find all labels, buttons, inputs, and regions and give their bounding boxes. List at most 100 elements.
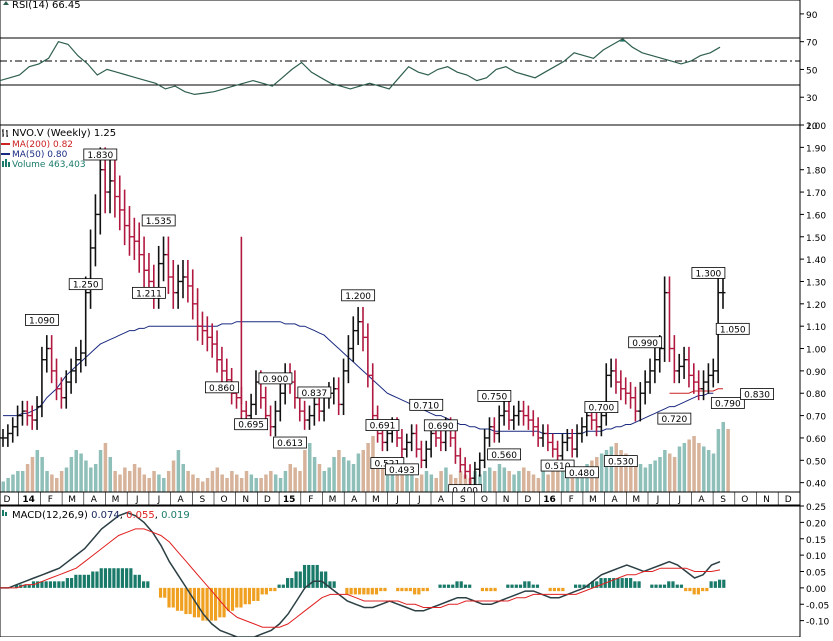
ohlc-bar <box>68 358 74 394</box>
ohlc-bar <box>63 370 69 409</box>
ohlc-bar <box>195 288 201 341</box>
macd-hist-bar <box>688 587 692 592</box>
volume-bar <box>327 467 331 492</box>
annotation-text: 0.700 <box>588 404 614 414</box>
volume-bar <box>6 478 10 492</box>
ohlc-bar <box>29 405 35 430</box>
volume-bar <box>69 457 74 492</box>
macd-hist-bar <box>86 574 91 588</box>
x-tick-label: D <box>785 495 792 505</box>
macd-hist-bar <box>273 587 277 592</box>
price-annotation: 1.300 <box>691 267 726 279</box>
x-tick-label: A <box>612 495 619 505</box>
annotation-text: 1.300 <box>696 269 722 279</box>
macd-hist-bar <box>616 578 620 588</box>
volume-bar <box>487 467 492 492</box>
ohlc-bar <box>311 393 317 426</box>
macd-hist-bar <box>413 587 417 595</box>
ohlc-bar <box>506 400 512 430</box>
price-annotation: 0.690 <box>423 419 458 432</box>
ohlc-bar <box>268 405 274 437</box>
volume-legend-icon <box>2 161 4 167</box>
volume-bar <box>565 474 570 492</box>
price-annotation: 0.720 <box>657 412 692 425</box>
price-annotation: 0.700 <box>584 401 619 414</box>
macd-hist-bar <box>146 581 150 588</box>
macd-hist-bar <box>595 581 599 588</box>
annotation-text: 0.900 <box>263 375 289 385</box>
volume-bar <box>380 467 385 492</box>
macd-hist-bar <box>548 587 552 592</box>
ohlc-bar <box>501 400 507 426</box>
macd-hist-bar <box>463 584 468 588</box>
price-annotation: 1.250 <box>68 278 103 291</box>
volume-bar <box>118 474 122 492</box>
price-tick-label: 1.30 <box>806 278 826 288</box>
x-tick-label: D <box>4 495 11 505</box>
ohlc-bar <box>559 433 565 464</box>
macd-hist-bar <box>230 587 235 611</box>
macd-hist-bar <box>552 587 556 592</box>
macd-hist-bar <box>27 584 31 588</box>
rsi-frame <box>0 0 801 126</box>
ohlc-bar <box>112 159 118 218</box>
ohlc-bar <box>350 316 356 362</box>
ohlc-bar <box>219 346 225 384</box>
ohlc-bar <box>618 370 624 401</box>
volume-bar <box>332 457 336 492</box>
ohlc-bar <box>190 269 196 320</box>
price-tick-label: 1.80 <box>806 167 826 177</box>
macd-tick-label: -0.10 <box>806 618 830 628</box>
ohlc-bar <box>175 264 181 309</box>
x-tick-label: N <box>503 495 510 505</box>
volume-bar <box>502 467 507 492</box>
annotation-text: 0.560 <box>491 451 517 461</box>
price-annotation: 0.695 <box>234 418 269 431</box>
x-tick-label: M <box>68 495 76 505</box>
price-annotation: 0.493 <box>385 463 419 476</box>
volume-bar <box>113 471 117 492</box>
macd-signal-line <box>0 528 721 628</box>
annotation-box <box>132 286 166 299</box>
price-tick-label: 0.70 <box>806 413 826 423</box>
ohlc-bar <box>637 382 643 422</box>
annotation-box <box>540 459 575 472</box>
macd-hist-bar <box>531 584 535 588</box>
volume-bar <box>682 443 687 492</box>
annotation-text: 0.860 <box>209 384 235 394</box>
annotation-box <box>234 418 269 431</box>
ohlc-bar <box>122 189 128 246</box>
macd-hist-bar <box>370 587 374 595</box>
price-annotation: 0.480 <box>565 466 599 479</box>
x-tick-label: 14 <box>22 495 35 505</box>
ohlc-bar <box>628 382 634 409</box>
macd-hist-bar <box>65 578 69 588</box>
macd-hist-bar <box>116 568 120 588</box>
ohlc-bar <box>452 429 458 464</box>
annotation-text: 0.530 <box>608 458 634 468</box>
annotation-box <box>205 381 239 394</box>
ohlc-bar <box>141 236 147 288</box>
ma200-line <box>669 388 723 394</box>
macd-hist-bar <box>379 587 383 592</box>
ohlc-bar <box>24 400 30 426</box>
macd-hist-bar <box>679 584 684 588</box>
x-axis-strip <box>0 491 801 506</box>
macd-hist-bar <box>158 587 163 598</box>
price-tick-label: 0.80 <box>806 390 826 400</box>
macd-tick-label: 0.25 <box>806 503 826 513</box>
ohlc-bar <box>185 260 191 303</box>
price-frame <box>0 124 801 506</box>
macd-hist-bar <box>489 587 493 592</box>
macd-hist-bar <box>99 568 103 588</box>
macd-hist-bar <box>74 574 78 588</box>
volume-bar <box>410 474 414 492</box>
ohlc-bar <box>272 400 278 437</box>
annotation-box <box>25 314 59 326</box>
volume-bar <box>711 453 716 492</box>
x-tick-label: J <box>157 495 161 505</box>
macd-hist-bar <box>142 581 146 588</box>
macd-hist-bar <box>264 587 268 595</box>
macd-hist-bar <box>311 564 315 588</box>
